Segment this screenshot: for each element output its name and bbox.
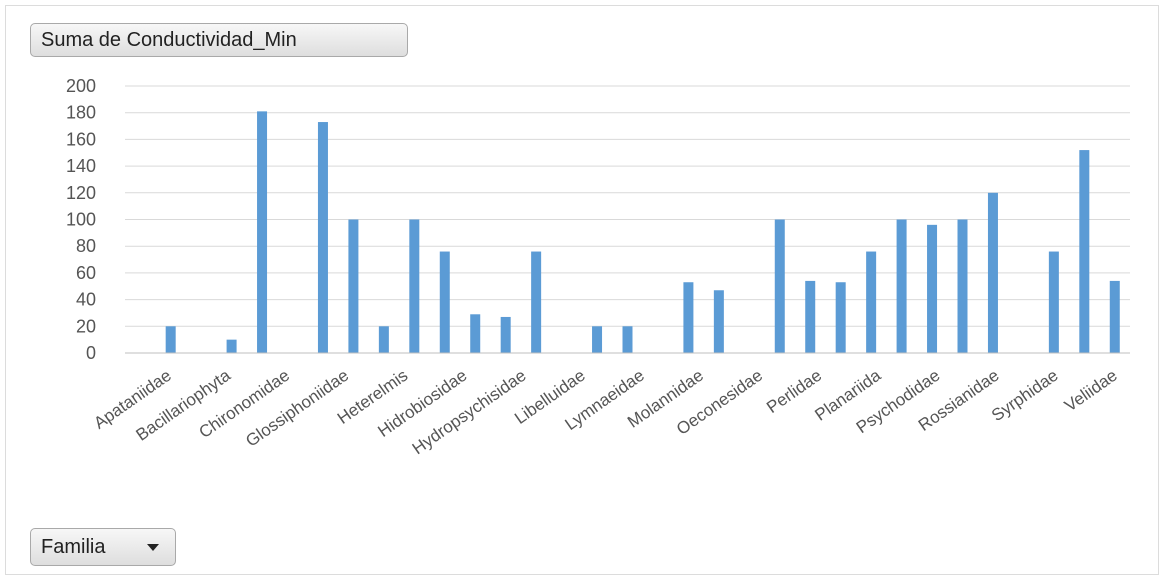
y-tick-label: 0 <box>86 343 96 363</box>
bar[interactable] <box>500 316 511 353</box>
bar[interactable] <box>470 314 481 353</box>
x-tick-label: Glossiphoniidae <box>242 366 352 451</box>
x-tick-label: Syrphidae <box>988 366 1062 425</box>
bar[interactable] <box>592 326 603 353</box>
y-tick-label: 100 <box>66 210 96 230</box>
y-tick-label: 20 <box>76 316 96 336</box>
bar[interactable] <box>683 282 694 353</box>
axis-field-filter-button[interactable]: Familia <box>30 528 176 566</box>
bar[interactable] <box>622 326 633 353</box>
bar[interactable] <box>987 192 998 353</box>
y-tick-label: 140 <box>66 156 96 176</box>
bar[interactable] <box>1048 251 1059 353</box>
value-field-button[interactable]: Suma de Conductividad_Min <box>30 23 408 57</box>
y-tick-label: 200 <box>66 76 96 96</box>
bar[interactable] <box>1109 280 1120 353</box>
bar[interactable] <box>866 251 877 353</box>
y-tick-label: 60 <box>76 263 96 283</box>
bar[interactable] <box>805 280 816 353</box>
bar[interactable] <box>439 251 450 353</box>
bars <box>165 111 1120 354</box>
bar[interactable] <box>896 219 907 354</box>
y-tick-label: 40 <box>76 290 96 310</box>
bar[interactable] <box>348 219 359 354</box>
y-tick-label: 120 <box>66 183 96 203</box>
y-tick-label: 80 <box>76 236 96 256</box>
bar[interactable] <box>257 111 268 354</box>
bar[interactable] <box>531 251 542 353</box>
bar[interactable] <box>1079 150 1090 353</box>
y-axis-ticks: 0 20 40 60 80 100 120 140 160 180 200 <box>66 76 96 363</box>
x-axis-labels: ApataniidaeBacillariophytaChironomidaeGl… <box>90 365 1120 458</box>
bar[interactable] <box>927 224 938 353</box>
gridlines <box>125 85 1130 354</box>
bar[interactable] <box>317 122 328 353</box>
bar[interactable] <box>378 326 389 353</box>
bar[interactable] <box>957 219 968 354</box>
bar[interactable] <box>409 219 420 354</box>
x-tick-label: Veliidae <box>1061 366 1121 416</box>
y-tick-label: 180 <box>66 103 96 123</box>
bar-chart: 0 20 40 60 80 100 120 140 160 180 200 ApataniidaeB… <box>66 76 1130 458</box>
axis-field-label: Familia <box>41 536 106 558</box>
bar[interactable] <box>226 339 237 353</box>
y-tick-label: 160 <box>66 129 96 149</box>
dropdown-arrow-icon[interactable] <box>147 544 159 551</box>
bar[interactable] <box>165 326 176 353</box>
bar[interactable] <box>774 219 785 354</box>
bar[interactable] <box>835 282 846 353</box>
bar[interactable] <box>713 290 724 353</box>
